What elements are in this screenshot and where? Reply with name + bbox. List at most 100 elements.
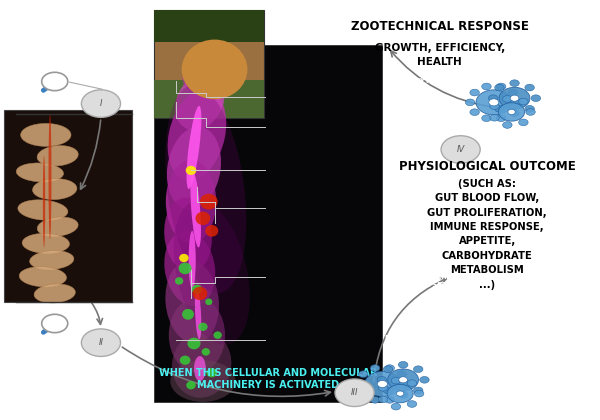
Circle shape: [82, 329, 121, 357]
Circle shape: [482, 115, 491, 121]
Circle shape: [531, 95, 541, 102]
Ellipse shape: [19, 267, 67, 287]
Ellipse shape: [202, 348, 210, 356]
Ellipse shape: [37, 217, 78, 236]
Text: IMMUNE CELLS: IMMUNE CELLS: [385, 168, 442, 175]
Circle shape: [499, 87, 530, 109]
Ellipse shape: [182, 39, 247, 99]
Circle shape: [335, 379, 374, 407]
Circle shape: [399, 377, 407, 383]
Text: ENTEROENDOCRINE CELLS
PRODUCING GLP1 + PYY: ENTEROENDOCRINE CELLS PRODUCING GLP1 + P…: [385, 199, 484, 213]
Ellipse shape: [169, 298, 225, 373]
Circle shape: [391, 403, 401, 410]
Circle shape: [387, 384, 413, 403]
Ellipse shape: [29, 251, 74, 270]
Ellipse shape: [195, 289, 202, 339]
Text: ENTERIC NEURONS
AXONAL PROJECTIONS: ENTERIC NEURONS AXONAL PROJECTIONS: [385, 120, 469, 133]
Ellipse shape: [166, 85, 247, 293]
Circle shape: [383, 387, 393, 394]
Ellipse shape: [166, 160, 216, 243]
FancyBboxPatch shape: [154, 45, 382, 402]
Circle shape: [398, 391, 408, 398]
Circle shape: [407, 401, 417, 407]
Ellipse shape: [179, 262, 191, 274]
Ellipse shape: [175, 277, 184, 285]
Text: II: II: [98, 338, 103, 347]
Circle shape: [383, 366, 393, 373]
Ellipse shape: [22, 234, 70, 253]
Text: ZOOTECHNICAL RESPONSE: ZOOTECHNICAL RESPONSE: [351, 20, 529, 33]
Circle shape: [526, 109, 535, 116]
Ellipse shape: [200, 194, 218, 210]
Circle shape: [420, 376, 429, 383]
Ellipse shape: [37, 146, 78, 166]
Circle shape: [508, 89, 518, 96]
Ellipse shape: [170, 360, 235, 402]
Ellipse shape: [193, 287, 207, 300]
Circle shape: [82, 90, 121, 117]
Ellipse shape: [205, 225, 218, 237]
Circle shape: [513, 99, 522, 106]
Ellipse shape: [187, 106, 202, 189]
Text: WHEN THIS CELLULAR AND MOLECULAR
MACHINERY IS ACTIVATED: WHEN THIS CELLULAR AND MOLECULAR MACHINE…: [159, 368, 377, 390]
Ellipse shape: [180, 356, 190, 365]
Circle shape: [470, 109, 479, 116]
Ellipse shape: [179, 254, 188, 262]
Ellipse shape: [191, 285, 202, 294]
Text: IV: IV: [457, 145, 465, 154]
Circle shape: [510, 110, 519, 116]
Ellipse shape: [196, 212, 210, 225]
Circle shape: [495, 84, 504, 91]
FancyBboxPatch shape: [154, 10, 264, 118]
Text: ENTERIC NEURONS
CELL BODIES: ENTERIC NEURONS CELL BODIES: [385, 335, 456, 348]
Circle shape: [496, 83, 506, 90]
Circle shape: [525, 105, 535, 112]
Circle shape: [358, 391, 368, 397]
Circle shape: [388, 369, 419, 391]
Circle shape: [397, 371, 406, 378]
Circle shape: [503, 122, 512, 128]
Circle shape: [379, 384, 388, 391]
Circle shape: [503, 96, 512, 102]
Ellipse shape: [34, 284, 76, 303]
Ellipse shape: [188, 231, 196, 289]
Ellipse shape: [18, 200, 68, 220]
Circle shape: [379, 396, 388, 403]
Ellipse shape: [43, 156, 45, 247]
Circle shape: [496, 115, 506, 121]
Circle shape: [489, 99, 499, 106]
Circle shape: [370, 396, 380, 403]
Circle shape: [510, 80, 519, 87]
Circle shape: [508, 109, 515, 115]
Circle shape: [476, 90, 512, 115]
Text: III: III: [351, 388, 358, 397]
Ellipse shape: [214, 331, 222, 339]
Circle shape: [470, 89, 479, 96]
Text: GROWTH, EFFICIENCY,
HEALTH: GROWTH, EFFICIENCY, HEALTH: [375, 43, 505, 67]
Circle shape: [482, 83, 491, 90]
Circle shape: [401, 381, 411, 387]
FancyBboxPatch shape: [4, 110, 132, 302]
Ellipse shape: [16, 163, 64, 182]
Text: I: I: [100, 99, 102, 108]
Circle shape: [397, 391, 406, 397]
Circle shape: [466, 99, 475, 106]
Circle shape: [397, 391, 404, 396]
Circle shape: [441, 136, 480, 163]
Circle shape: [391, 377, 401, 384]
Circle shape: [385, 396, 394, 403]
Ellipse shape: [172, 331, 232, 398]
Circle shape: [510, 95, 519, 101]
Circle shape: [398, 362, 408, 368]
Circle shape: [370, 365, 380, 371]
Ellipse shape: [164, 197, 212, 273]
Circle shape: [518, 119, 528, 126]
FancyBboxPatch shape: [154, 10, 264, 42]
Ellipse shape: [198, 323, 208, 331]
Ellipse shape: [49, 114, 52, 239]
Circle shape: [495, 105, 504, 112]
Circle shape: [385, 365, 394, 371]
Ellipse shape: [175, 73, 224, 130]
Ellipse shape: [167, 127, 221, 210]
Circle shape: [525, 84, 535, 91]
